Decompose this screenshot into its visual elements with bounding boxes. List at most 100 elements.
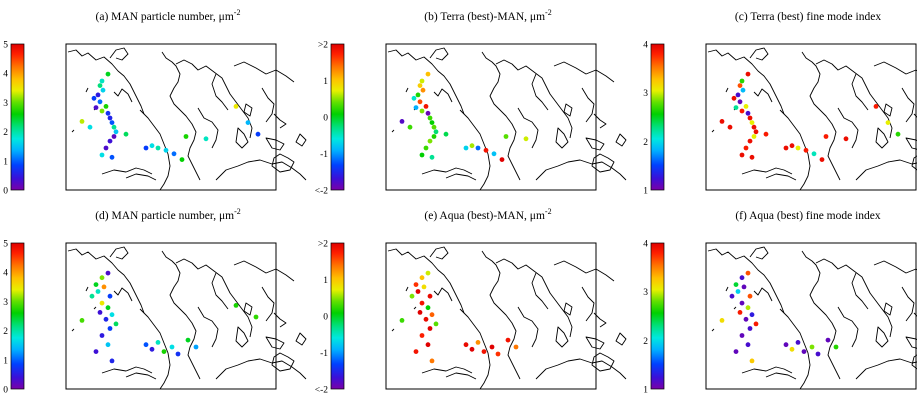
data-point [740,333,745,338]
data-point [752,134,757,139]
data-point [734,349,739,354]
data-point [490,345,495,350]
map-frame [706,243,916,389]
data-point [94,349,99,354]
data-point [114,129,119,134]
colorbar-tick-label: <-2 [315,187,329,197]
panel-title-text: (a) MAN particle number, μm [96,11,234,23]
data-point [108,294,113,299]
data-point [790,143,795,148]
data-point [98,83,103,88]
map-frame [66,44,276,190]
data-point [434,129,439,134]
data-point [418,310,423,315]
data-point [744,104,749,109]
panel-title-text: (c) Terra (best) fine mode index [735,11,881,23]
panel-title-text: (e) Aqua (best)-MAN, μm [424,210,545,222]
data-point [874,104,879,109]
data-point [504,134,509,139]
data-point [180,157,185,162]
data-point [746,342,751,347]
data-point [428,326,433,331]
data-point [464,342,469,347]
colorbar-tick-label: 1 [3,157,8,167]
colorbar-tick-label: 0 [3,386,8,396]
data-point [184,134,189,139]
data-point [744,317,749,322]
data-point [426,271,431,276]
colorbar-tick-label: 5 [3,240,8,250]
colorbar-tick-label: 1 [643,187,648,197]
colorbar [651,243,664,389]
data-point [100,301,105,306]
data-point [804,148,809,153]
colorbar-tick-label: -1 [320,150,328,160]
colorbar-tick-label: 3 [643,89,648,99]
data-point [98,99,103,104]
data-point [524,136,529,141]
colorbar-tick-label: 2 [3,327,8,337]
data-point [736,289,741,294]
data-point [730,294,735,299]
data-point [432,134,437,139]
data-point [108,326,113,331]
data-point [420,301,425,306]
data-point [100,275,105,280]
data-point [844,136,849,141]
data-point [421,88,426,93]
data-point [740,153,745,158]
data-point [418,99,423,104]
data-point [738,83,743,88]
data-point [430,155,435,160]
data-point [426,305,431,310]
data-point [426,111,431,116]
colorbar-tick-label: 4 [3,70,8,80]
data-point [400,119,405,124]
data-point [746,271,751,276]
data-point [496,352,501,357]
data-point [826,338,831,343]
data-point [112,125,117,130]
data-point [106,271,111,276]
colorbar-tick-label: 3 [643,288,648,298]
colorbar-tick-label: 4 [3,269,8,279]
panel-title: (c) Terra (best) fine mode index [735,11,881,23]
data-point [820,157,825,162]
data-point [80,318,85,323]
data-point [428,139,433,144]
data-point [750,359,755,364]
colorbar-tick-label: 1 [643,386,648,396]
data-point [424,146,429,151]
data-point [748,294,753,299]
data-point [414,282,419,287]
data-point [796,340,801,345]
colorbar-tick-label: 0 [3,187,8,197]
colorbar-tick-label: 1 [323,276,328,286]
data-point [740,79,745,84]
data-point [432,125,437,130]
data-point [802,349,807,354]
data-point [80,119,85,124]
data-point [110,155,115,160]
data-point [112,134,117,139]
data-point [506,338,511,343]
data-point [784,146,789,151]
colorbar-tick-label: >2 [318,41,328,51]
data-point [834,345,839,350]
data-point [156,146,161,151]
data-point [750,120,755,125]
data-point [106,72,111,77]
colorbar-tick-label: 2 [643,138,648,148]
panel-title: (e) Aqua (best)-MAN, μm-2 [424,207,551,222]
data-point [470,347,475,352]
colorbar-tick-label: <-2 [315,386,329,396]
colorbar-tick-label: 1 [3,356,8,366]
panel-a: (a) MAN particle number, μm-2 0 1 2 3 4 5 [3,8,306,197]
data-point [124,132,129,137]
data-point [100,109,105,114]
data-point [98,310,103,315]
data-point [754,129,759,134]
data-point [754,322,759,327]
data-point [790,347,795,352]
